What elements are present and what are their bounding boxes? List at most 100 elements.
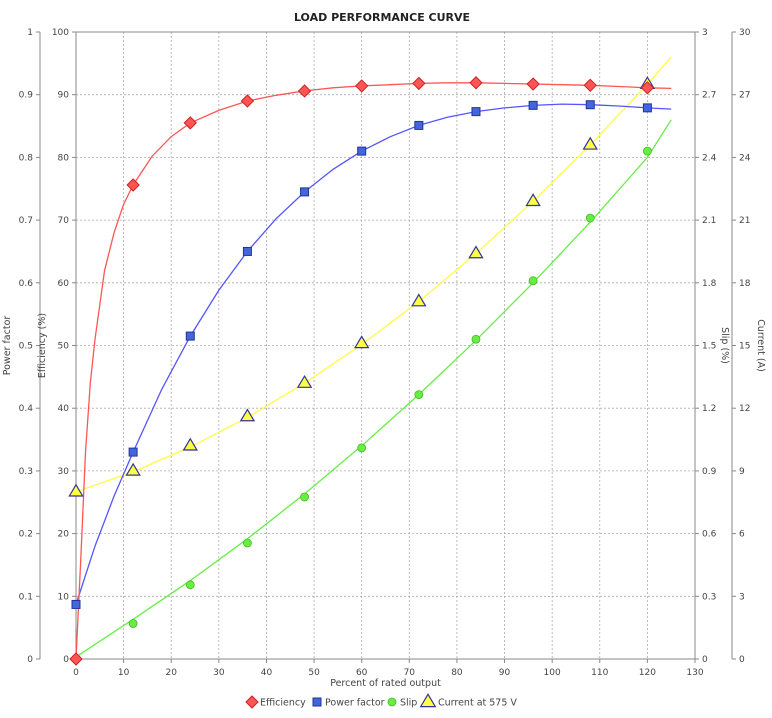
slip-point [357,443,367,453]
slip-point [128,619,138,628]
efficiency-point [183,116,197,130]
slip-point [471,334,481,344]
power-factor-point [300,187,310,197]
efficiency-tick-label: 80 [58,153,70,163]
power-factor-tick-label: 0.6 [19,279,34,289]
x-tick-label: 60 [356,668,368,678]
x-axis-label: Percent of rated output [330,678,441,689]
efficiency-point [526,77,540,91]
power-factor-tick-label: 0.7 [19,216,33,226]
slip-tick-label: 2.4 [702,153,717,163]
current-at-575-v-point [239,408,256,422]
current-tick-label: 12 [739,404,750,414]
current-tick-label: 0 [739,655,745,665]
power-factor-point [471,107,481,117]
current-at-575-v-point [468,245,484,259]
slip-tick-label: 0 [702,655,708,665]
slip-tick-label: 2.7 [702,91,716,101]
efficiency-tick-label: 10 [58,592,70,602]
current-tick-label: 30 [739,28,751,38]
slip-point [528,276,538,286]
current-at-575-v-point [411,293,427,307]
efficiency-point [469,76,483,90]
slip-point [300,492,309,502]
x-tick-label: 20 [166,668,178,678]
power-factor-tick-label: 0.2 [19,530,33,540]
power-factor-tick-label: 0.4 [19,404,34,414]
power-factor-curve [75,103,672,605]
x-tick-label: 40 [261,668,273,678]
chart-title: LOAD PERFORMANCE CURVE [294,11,470,24]
efficiency-point [126,178,140,192]
current-at-575-v-point [182,437,198,451]
efficiency-axis-label: Efficiency (%) [37,313,48,378]
current-tick-label: 3 [739,592,745,602]
slip-point [243,538,252,548]
x-tick-label: 110 [591,668,608,678]
current-tick-label: 21 [739,216,750,226]
current-tick-label: 15 [739,342,750,352]
current-at-575-v-point [582,136,598,150]
efficiency-point [297,84,312,98]
power-factor-tick-label: 0 [27,655,33,665]
current-tick-label: 18 [739,279,751,289]
power-factor-tick-label: 0.9 [19,91,34,101]
efficiency-tick-label: 70 [58,216,70,226]
efficiency-tick-label: 40 [58,404,70,414]
legend-label-current-at-575-v: Current at 575 V [438,698,517,709]
power-factor-tick-label: 0.1 [19,592,33,602]
data-series [68,56,672,666]
current-tick-label: 24 [739,153,751,163]
slip-tick-label: 1.2 [702,404,716,414]
power-factor-tick-label: 0.8 [19,153,34,163]
efficiency-tick-label: 60 [58,279,70,289]
x-tick-label: 0 [73,668,79,678]
power-factor-tick-label: 0.3 [19,467,33,477]
slip-tick-label: 0.3 [702,592,716,602]
power-factor-point [528,100,538,110]
power-factor-point [242,246,252,256]
power-factor-axis-label: Power factor [2,316,13,376]
slip-tick-label: 0.6 [702,530,717,540]
power-factor-point [357,146,367,156]
power-factor-point [128,447,138,457]
power-factor-point [71,599,81,609]
current-tick-label: 9 [739,467,745,477]
legend-marker-power-factor [312,697,322,707]
x-tick-label: 70 [404,668,416,678]
slip-curve [75,119,672,658]
x-tick-label: 90 [499,668,511,678]
x-tick-label: 80 [451,668,463,678]
slip-tick-label: 3 [702,28,708,38]
x-tick-label: 120 [639,668,656,678]
slip-point [414,390,424,400]
efficiency-tick-label: 90 [58,91,70,101]
current-at-575-v-point [353,335,370,349]
x-tick-label: 50 [308,668,320,678]
power-factor-tick-label: 1 [27,28,33,38]
efficiency-point [354,79,369,93]
slip-tick-label: 1.5 [702,342,716,352]
grid-lines [76,32,695,659]
efficiency-curve [75,82,672,660]
legend-label-slip: Slip [400,698,417,709]
current-at-575-v-point [68,483,84,497]
efficiency-point [69,652,83,666]
efficiency-tick-label: 50 [58,342,70,352]
current-at-575-v-point [525,193,541,207]
axes: 0 10 20 30 40 50 60 70 80 90 100 110 120 13000.10.20.… [2,28,766,678]
efficiency-tick-label: 0 [63,655,69,665]
efficiency-point [412,76,426,91]
x-tick-label: 10 [118,668,130,678]
slip-point [185,580,195,590]
power-factor-point [642,103,652,113]
x-tick-label: 130 [686,668,703,678]
legend-label-power-factor: Power factor [325,698,385,709]
slip-point [585,213,595,223]
current-at-575-v-point [296,374,313,388]
slip-axis-label: Slip (%) [719,327,730,364]
efficiency-tick-label: 30 [58,467,70,477]
power-factor-point [185,331,195,341]
